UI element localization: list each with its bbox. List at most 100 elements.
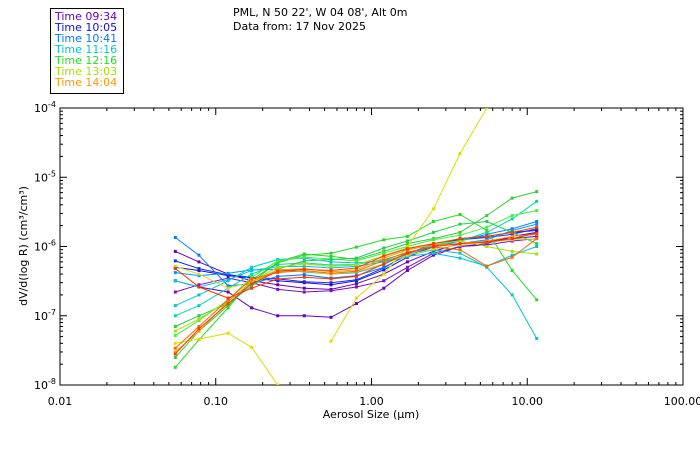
data-point <box>510 253 514 257</box>
series-13-03-a <box>173 108 489 385</box>
data-point <box>276 283 280 287</box>
legend: Time 09:34 Time 10:05 Time 10:41 Time 11… <box>50 8 124 94</box>
data-point <box>276 265 280 269</box>
data-point <box>250 272 254 276</box>
data-point <box>226 331 230 335</box>
data-point <box>382 272 386 276</box>
data-point <box>329 260 333 264</box>
data-point <box>431 242 435 246</box>
y-tick-label: 10-7 <box>34 308 56 323</box>
data-point <box>226 271 230 275</box>
data-point <box>535 336 539 340</box>
data-point <box>535 231 539 235</box>
data-point <box>510 217 514 221</box>
data-point <box>510 214 514 218</box>
data-point <box>431 247 435 251</box>
data-point <box>329 283 333 287</box>
data-point <box>250 265 254 269</box>
data-point <box>431 230 435 234</box>
data-point <box>276 274 280 278</box>
data-point <box>510 230 514 234</box>
data-point <box>510 229 514 233</box>
data-point <box>485 240 489 244</box>
data-point <box>485 230 489 234</box>
data-point <box>431 245 435 248</box>
data-point <box>510 196 514 200</box>
data-point <box>173 267 177 271</box>
data-point <box>535 225 539 229</box>
data-point <box>382 279 386 283</box>
data-point <box>405 269 409 273</box>
data-point <box>197 304 201 308</box>
data-point <box>354 274 358 278</box>
data-point <box>173 304 177 308</box>
data-point <box>197 272 201 276</box>
data-point <box>535 245 539 248</box>
data-point <box>302 290 306 294</box>
data-point <box>458 233 462 237</box>
data-point <box>329 277 333 281</box>
data-point <box>535 227 539 231</box>
y-tick-label: 10-4 <box>34 100 56 115</box>
legend-item: Time 14:04 <box>55 76 118 89</box>
data-point <box>405 251 409 255</box>
legend-item: Time 12:16 <box>55 54 118 67</box>
y-tick-label: 10-6 <box>34 239 56 254</box>
data-point <box>354 256 358 260</box>
data-point <box>197 274 201 278</box>
date-header: Data from: 17 Nov 2025 <box>233 20 367 33</box>
data-point <box>173 235 177 239</box>
legend-item: Time 09:34 <box>55 10 118 23</box>
data-point <box>173 279 177 283</box>
data-point <box>405 239 409 243</box>
data-point <box>226 300 230 304</box>
data-point <box>250 269 254 273</box>
data-point <box>510 232 514 236</box>
data-point <box>458 152 462 156</box>
data-point <box>302 275 306 279</box>
data-point <box>431 219 435 223</box>
data-point <box>485 264 489 268</box>
x-tick-label: 100.00 <box>664 395 700 408</box>
data-point <box>226 290 230 294</box>
data-point <box>354 282 358 286</box>
data-point <box>302 262 306 266</box>
data-point <box>250 277 254 281</box>
legend-item: Time 11:16 <box>55 43 118 56</box>
data-point <box>173 259 177 263</box>
data-point <box>354 266 358 270</box>
data-point <box>405 253 409 257</box>
data-point <box>382 286 386 290</box>
data-point <box>197 260 201 264</box>
data-point <box>535 242 539 246</box>
data-point <box>173 324 177 328</box>
data-point <box>250 275 254 279</box>
data-point <box>354 296 358 300</box>
data-point <box>173 329 177 333</box>
data-point <box>485 219 489 223</box>
data-point <box>197 337 201 341</box>
data-point <box>276 269 280 273</box>
data-point <box>382 265 386 269</box>
location-header: PML, N 50 22', W 04 08', Alt 0m <box>233 6 408 19</box>
data-point <box>510 293 514 297</box>
data-point <box>405 234 409 238</box>
data-point <box>226 286 230 290</box>
data-point <box>197 267 201 271</box>
data-point <box>510 269 514 273</box>
legend-item: Time 10:41 <box>55 32 118 45</box>
data-point <box>535 229 539 233</box>
data-point <box>458 248 462 252</box>
data-point <box>405 247 409 251</box>
data-point <box>226 276 230 280</box>
data-point <box>405 265 409 269</box>
data-point <box>535 199 539 203</box>
data-point <box>250 306 254 310</box>
series-14-04-d <box>173 225 539 356</box>
data-point <box>329 271 333 275</box>
data-point <box>431 253 435 257</box>
data-point <box>405 260 409 264</box>
data-point <box>354 302 358 306</box>
data-point <box>382 268 386 272</box>
